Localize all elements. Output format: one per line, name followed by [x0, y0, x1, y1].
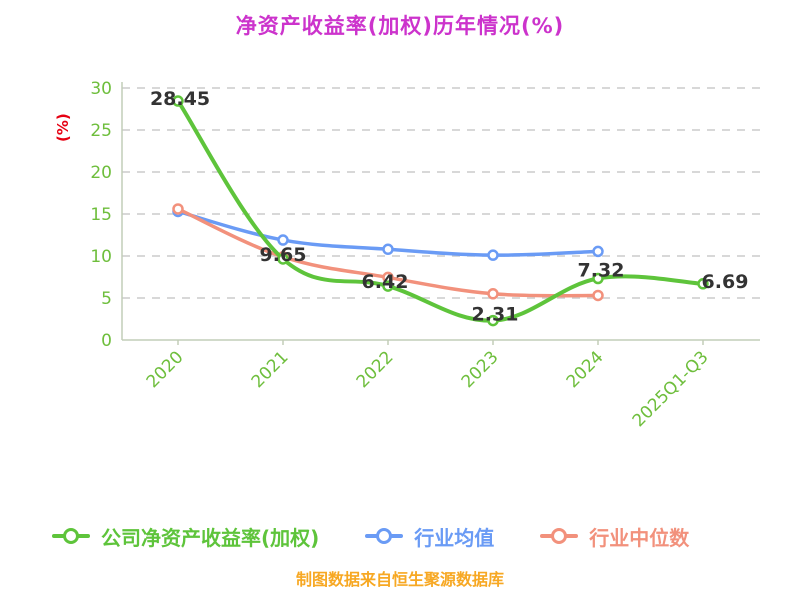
point-value-label: 9.65 [260, 244, 307, 266]
legend-item-industry-median[interactable]: 行业中位数 [540, 522, 689, 551]
legend-marker-median-icon [540, 528, 579, 544]
legend-marker-company-icon [52, 528, 90, 544]
data-point-series_avg [487, 249, 499, 261]
x-tick-label: 2025Q1-Q3 [629, 347, 713, 431]
data-point-series_median [487, 288, 499, 300]
legend-item-company-roe[interactable]: 公司净资产收益率(加权) [52, 522, 319, 551]
data-point-series_company [172, 95, 184, 107]
x-tick-label: 2024 [563, 347, 608, 392]
x-tick-label: 2020 [143, 347, 188, 392]
data-point-series_company [487, 314, 499, 327]
y-tick-label: 30 [90, 79, 112, 99]
legend-dot-icon [63, 528, 79, 544]
legend-item-industry-average[interactable]: 行业均值 [365, 522, 494, 551]
legend-dot-icon [551, 528, 568, 544]
point-value-label: 6.69 [702, 271, 749, 293]
page-title: 净资产收益率(加权)历年情况(%) [235, 14, 565, 38]
y-tick-label: 5 [101, 289, 112, 309]
legend-label-company: 公司净资产收益率(加权) [101, 525, 320, 550]
y-axis-unit-label: (%) [54, 113, 72, 142]
data-point-series_company [277, 253, 289, 265]
data-point-series_avg [592, 245, 604, 258]
y-tick-label: 0 [101, 331, 112, 351]
x-tick-label: 2022 [353, 347, 398, 392]
data-point-series_company [697, 278, 709, 290]
data-point-series_company [592, 272, 604, 285]
legend-label-average: 行业均值 [414, 525, 495, 550]
y-tick-label: 25 [90, 121, 112, 141]
legend-marker-average-icon [365, 528, 404, 544]
x-tick-label: 2021 [248, 347, 293, 392]
data-point-series_median [592, 289, 604, 302]
point-value-label: 2.31 [472, 304, 519, 326]
data-point-series_avg [277, 234, 289, 246]
point-value-label: 6.42 [362, 271, 409, 293]
legend-dot-icon [376, 528, 393, 544]
data-point-series_median [172, 203, 184, 215]
y-tick-label: 10 [90, 247, 112, 267]
data-point-series_company [382, 280, 394, 292]
y-tick-label: 15 [90, 205, 112, 225]
data-point-series_avg [382, 243, 394, 256]
legend-label-median: 行业中位数 [589, 525, 690, 550]
legend: 公司净资产收益率(加权) 行业均值 行业中位数 [52, 519, 800, 553]
y-tick-label: 20 [90, 163, 112, 183]
point-value-label: 7.32 [578, 260, 625, 282]
point-value-label: 28.45 [150, 88, 210, 110]
x-tick-label: 2023 [458, 347, 503, 392]
data-source-note: 制图数据来自恒生聚源数据库 [295, 570, 504, 589]
